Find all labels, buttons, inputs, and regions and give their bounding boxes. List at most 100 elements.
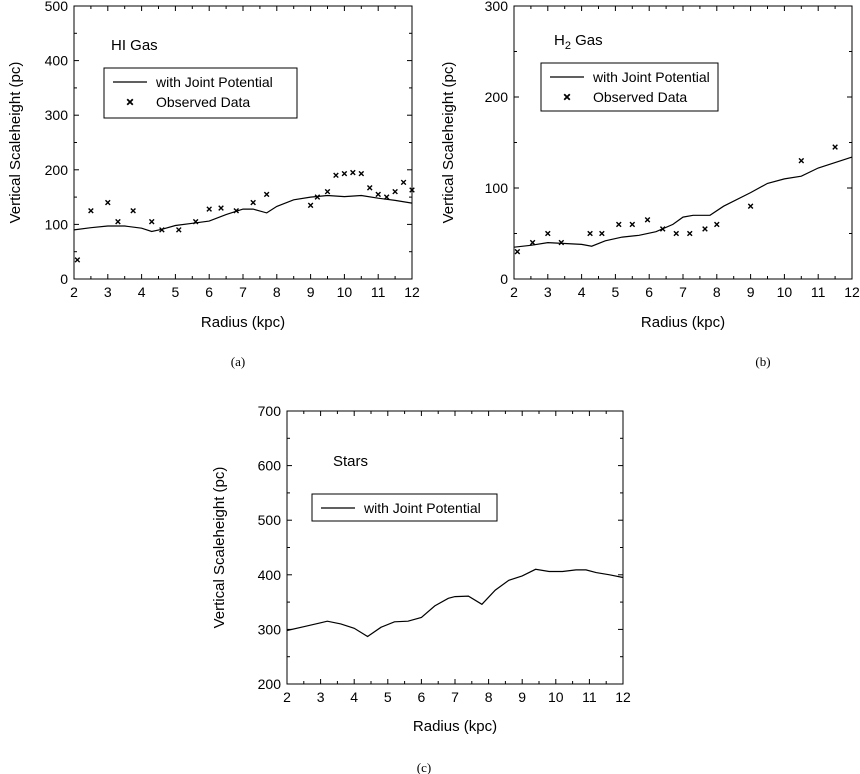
series-line-joint-potential (513, 156, 853, 248)
data-point-observed (659, 226, 666, 232)
data-point-observed (74, 257, 81, 263)
x-tick-label: 5 (384, 689, 392, 705)
legend-box (540, 62, 719, 112)
x-tick-label: 8 (713, 284, 721, 300)
y-axis-label: Vertical Scaleheight (pc) (440, 62, 457, 224)
data-point-observed (324, 188, 331, 195)
x-tick-label: 10 (777, 284, 793, 300)
data-point-observed (366, 185, 373, 191)
panel-title: Stars (333, 453, 368, 470)
y-tick-label: 300 (45, 107, 69, 123)
y-tick-label: 100 (485, 180, 509, 196)
legend-label: Observed Data (593, 89, 687, 105)
y-tick-label: 600 (258, 458, 282, 474)
data-point-observed (644, 217, 651, 223)
x-tick-label: 3 (104, 284, 112, 300)
legend: with Joint Potential Observed Data (540, 62, 719, 112)
x-tick-label: 5 (172, 284, 180, 300)
chart-panel-2: 2 3 4 5 6 7 8 9 10 11 12 200 300 400 500 600 700 Radius (… (211, 403, 631, 774)
data-point-observed (206, 206, 212, 212)
panel-caption: (c) (417, 760, 431, 774)
legend-label: with Joint Potential (155, 74, 273, 90)
data-point-observed (392, 188, 398, 195)
data-point-observed (333, 172, 339, 179)
panel-title: HI Gas (111, 37, 158, 54)
y-tick-label: 300 (258, 621, 282, 637)
x-axis-label: Radius (kpc) (201, 314, 285, 331)
data-point-observed (115, 218, 121, 225)
data-point-observed (192, 218, 199, 225)
panel-title: H2 Gas (554, 32, 603, 52)
x-tick-label: 9 (518, 689, 526, 705)
legend-marker-swatch (563, 93, 571, 101)
x-tick-label: 6 (418, 689, 426, 705)
data-point-observed (529, 239, 536, 246)
x-tick-label: 4 (578, 284, 586, 300)
x-tick-label: 11 (371, 284, 386, 300)
x-tick-label: 4 (350, 689, 358, 705)
legend-box (103, 67, 298, 119)
x-tick-label: 7 (679, 284, 687, 300)
data-point-observed (105, 199, 111, 206)
x-tick-label: 7 (451, 689, 459, 705)
x-tick-label: 7 (239, 284, 247, 300)
x-axis-label: Radius (kpc) (641, 314, 725, 331)
x-tick-label: 9 (747, 284, 755, 300)
data-point-observed (747, 203, 754, 209)
data-point-observed (250, 199, 256, 206)
data-point-observed (350, 169, 356, 176)
legend-label: with Joint Potential (363, 500, 481, 516)
y-tick-label: 0 (500, 271, 508, 287)
data-point-observed (130, 207, 136, 214)
panel-caption: (a) (231, 354, 245, 369)
x-tick-label: 12 (404, 284, 420, 300)
data-point-observed (341, 170, 348, 177)
data-point-observed (159, 227, 165, 233)
x-tick-label: 8 (485, 689, 493, 705)
legend-label: Observed Data (156, 94, 250, 110)
y-axis-label: Vertical Scaleheight (pc) (7, 62, 24, 224)
y-axis-label: Vertical Scaleheight (pc) (211, 467, 228, 629)
data-point-observed (400, 179, 407, 186)
x-tick-label: 2 (510, 284, 518, 300)
legend: with Joint Potential Observed Data (103, 67, 298, 119)
panel-title-suffix: Gas (571, 32, 603, 49)
data-point-observed (409, 187, 415, 193)
y-tick-label: 200 (45, 162, 69, 178)
data-point-observed (307, 202, 314, 209)
data-point-observed (358, 170, 365, 177)
x-tick-label: 3 (317, 689, 325, 705)
x-tick-label: 11 (582, 689, 597, 705)
x-tick-label: 3 (544, 284, 552, 300)
x-tick-label: 12 (844, 284, 860, 300)
data-point-observed (629, 221, 636, 228)
x-tick-label: 9 (307, 284, 315, 300)
x-axis-label: Radius (kpc) (413, 718, 497, 735)
data-point-observed (218, 205, 224, 211)
data-point-observed (514, 248, 521, 255)
data-point-observed (615, 221, 622, 228)
data-point-observed (233, 207, 240, 214)
series-line-joint-potential (73, 194, 413, 233)
chart-panel-1: 2 3 4 5 6 7 8 9 10 11 12 0 100 200 300 Radius (kpc) Vert… (440, 0, 860, 369)
legend-label: with Joint Potential (592, 69, 710, 85)
y-tick-label: 400 (258, 567, 282, 583)
legend-marker-swatch (126, 98, 134, 106)
x-tick-label: 2 (70, 284, 78, 300)
data-point-observed (702, 226, 708, 232)
y-tick-label: 0 (60, 271, 68, 287)
x-tick-label: 5 (612, 284, 620, 300)
panel-title-subscript: 2 (565, 40, 571, 52)
panel-caption: (b) (755, 354, 770, 369)
data-point-observed (88, 207, 94, 214)
data-point-observed (673, 230, 680, 237)
x-tick-label: 6 (645, 284, 653, 300)
x-tick-label: 10 (548, 689, 564, 705)
data-point-observed (587, 230, 593, 237)
data-point-observed (558, 239, 565, 246)
x-tick-label: 12 (615, 689, 631, 705)
data-point-observed (832, 144, 838, 150)
x-tick-label: 6 (205, 284, 213, 300)
y-tick-label: 700 (258, 403, 282, 419)
